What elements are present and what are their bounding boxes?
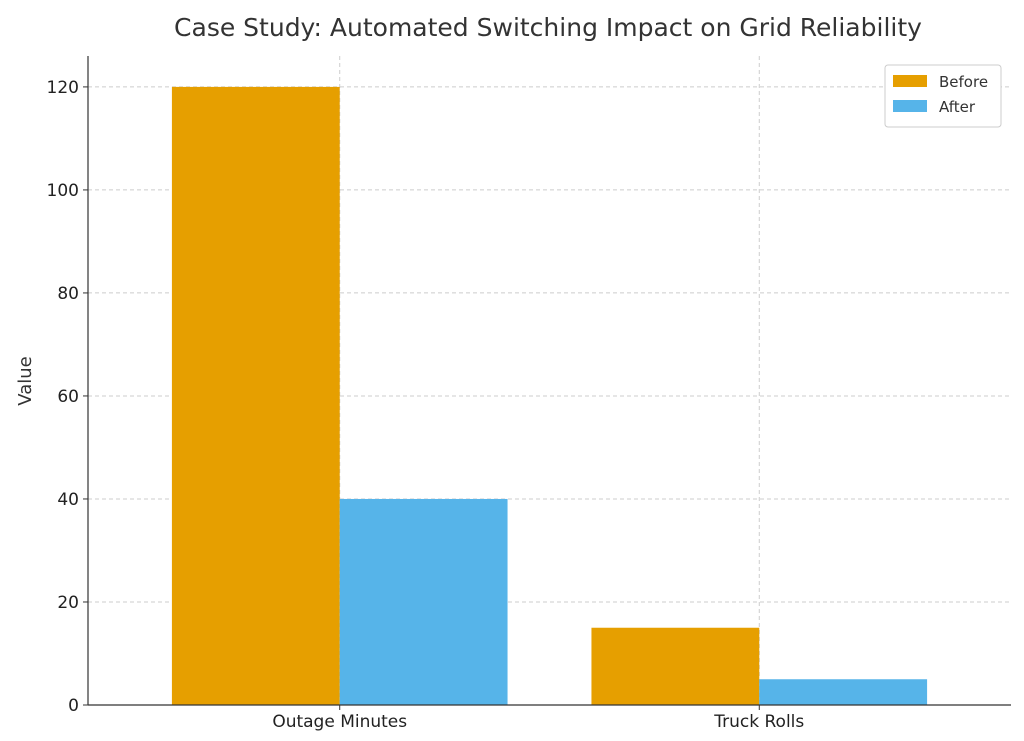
y-tick-label: 60 [57, 387, 79, 407]
y-tick-label: 80 [57, 284, 79, 304]
y-tick-label: 40 [57, 490, 79, 510]
legend-label-after: After [939, 98, 976, 116]
x-tick-label: Outage Minutes [272, 712, 407, 732]
legend-swatch-after [893, 100, 927, 112]
ticks-layer: 0 20 40 60 80 100 120 Outage Minutes Truck Rolls [47, 78, 805, 732]
x-tick-label: Truck Rolls [713, 712, 804, 732]
legend-label-before: Before [939, 73, 988, 91]
bar-before-1 [591, 627, 760, 705]
bar-before-0 [171, 86, 340, 705]
chart-title: Case Study: Automated Switching Impact o… [174, 13, 922, 42]
bar-after-0 [339, 498, 508, 705]
bar-after-1 [759, 679, 928, 705]
y-tick-label: 0 [68, 696, 79, 716]
legend: Before After [884, 64, 1002, 128]
y-tick-label: 100 [47, 181, 79, 201]
y-tick-label: 20 [57, 593, 79, 613]
axes-layer [87, 56, 1011, 706]
legend-swatch-before [893, 75, 927, 87]
y-tick-label: 120 [47, 78, 79, 98]
bars-layer [171, 86, 928, 705]
y-axis-label: Value [15, 356, 36, 405]
